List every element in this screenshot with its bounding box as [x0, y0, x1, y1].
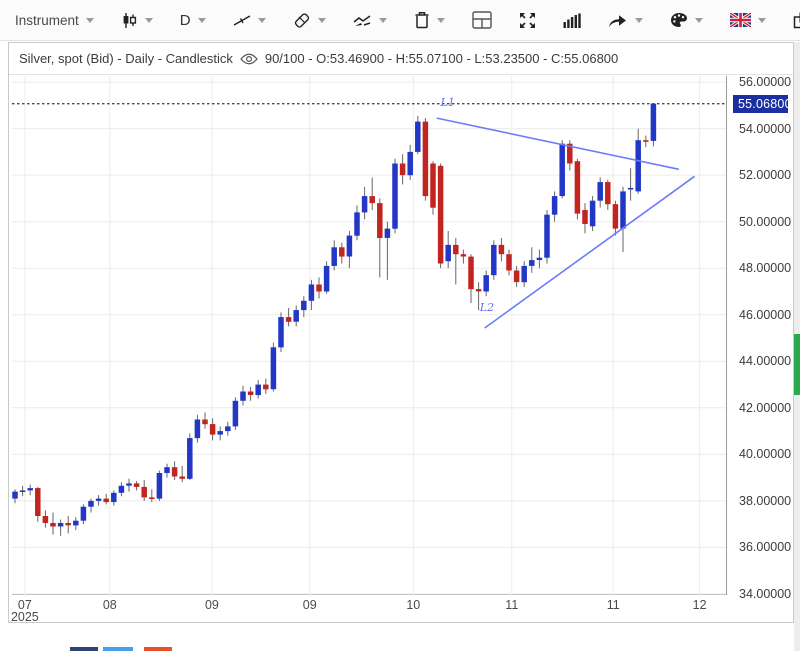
language-button[interactable]	[729, 13, 766, 27]
indicators-icon	[353, 13, 372, 28]
current-price-label: 55.06800	[733, 94, 792, 113]
fullscreen-button[interactable]	[519, 12, 536, 29]
price-tick: 40.00000	[739, 447, 792, 462]
trendline-label-l2: L2	[479, 300, 495, 314]
bottom-edge-widget-1	[70, 647, 98, 651]
delete-drawings-button[interactable]	[414, 11, 445, 29]
price-axis[interactable]: 55.06800 56.00000 54.00000 52.00000 50.0000…	[730, 75, 793, 601]
time-axis[interactable]: 07 2025 08 09 09 10 11 11 12	[10, 596, 726, 624]
candlestick-chart-type-icon	[121, 12, 138, 29]
candlestick-chart[interactable]: L1 L2	[12, 76, 727, 597]
price-tick: 42.00000	[739, 400, 792, 415]
grid-layout-icon	[471, 11, 492, 29]
trendline-tool-icon	[233, 12, 251, 28]
price-tick: 46.00000	[739, 307, 792, 322]
chart-ohlc-stats: 90/100 - O:53.46900 - H:55.07100 - L:53.…	[264, 51, 619, 66]
chart-title: Silver, spot (Bid) - Daily - Candlestick	[19, 51, 233, 66]
price-tick: 56.00000	[739, 75, 792, 90]
bottom-edge-widget-2	[103, 647, 133, 651]
price-tick: 50.00000	[739, 214, 792, 229]
theme-button[interactable]	[670, 12, 703, 28]
instrument-dropdown-label: Instrument	[15, 12, 79, 28]
trash-icon	[414, 11, 430, 29]
eraser-tool-icon	[293, 12, 311, 29]
toolbar: Instrument D	[0, 0, 800, 41]
chevron-down-icon	[634, 18, 643, 23]
price-tick: 34.00000	[739, 586, 792, 601]
chevron-down-icon	[757, 18, 766, 23]
volume-button[interactable]	[563, 13, 581, 28]
trendline-label-l1: L1	[440, 95, 455, 109]
chart-panel: Silver, spot (Bid) - Daily - Candlestick…	[8, 42, 794, 623]
chevron-down-icon	[197, 18, 206, 23]
trendline-tool-button[interactable]	[233, 12, 266, 28]
eye-icon[interactable]	[240, 53, 258, 65]
price-tick: 44.00000	[739, 354, 792, 369]
price-tick: 52.00000	[739, 168, 792, 183]
eraser-tool-button[interactable]	[293, 12, 326, 29]
uk-flag-icon	[729, 13, 751, 27]
chevron-down-icon	[436, 18, 445, 23]
chevron-down-icon	[257, 18, 266, 23]
price-tick: 38.00000	[739, 493, 792, 508]
price-tick: 48.00000	[739, 261, 792, 276]
date-tick: 09	[204, 598, 219, 612]
price-tick: 36.00000	[739, 540, 792, 555]
date-tick: 11	[606, 598, 620, 612]
chevron-down-icon	[85, 18, 94, 23]
bottom-edge-widget-3	[144, 647, 172, 651]
chevron-down-icon	[378, 18, 387, 23]
date-tick: 10	[406, 598, 421, 612]
chevron-down-icon	[317, 18, 326, 23]
timeframe-dropdown[interactable]: D	[180, 12, 206, 29]
duplicate-window-icon	[793, 11, 800, 29]
fullscreen-icon	[519, 12, 536, 29]
chevron-down-icon	[694, 18, 703, 23]
chart-header: Silver, spot (Bid) - Daily - Candlestick…	[9, 43, 793, 75]
right-edge-green-block	[794, 334, 800, 395]
share-arrow-icon	[608, 13, 628, 28]
chart-type-button[interactable]	[121, 12, 153, 29]
indicators-button[interactable]	[353, 13, 387, 28]
date-tick: 07 2025	[10, 598, 39, 624]
date-tick: 11	[505, 598, 519, 612]
instrument-dropdown[interactable]: Instrument	[15, 13, 94, 28]
volume-bars-icon	[563, 13, 581, 28]
layout-button[interactable]	[471, 11, 492, 29]
right-edge-widget	[794, 42, 800, 651]
palette-icon	[670, 12, 688, 28]
date-tick: 09	[302, 598, 317, 612]
share-button[interactable]	[608, 13, 643, 28]
timeframe-label: D	[179, 11, 191, 29]
candlestick-plot	[12, 76, 726, 597]
date-tick: 08	[102, 598, 117, 612]
price-tick: 54.00000	[739, 121, 792, 136]
chevron-down-icon	[144, 18, 153, 23]
new-window-button[interactable]	[793, 11, 800, 29]
date-tick: 12	[692, 598, 707, 612]
